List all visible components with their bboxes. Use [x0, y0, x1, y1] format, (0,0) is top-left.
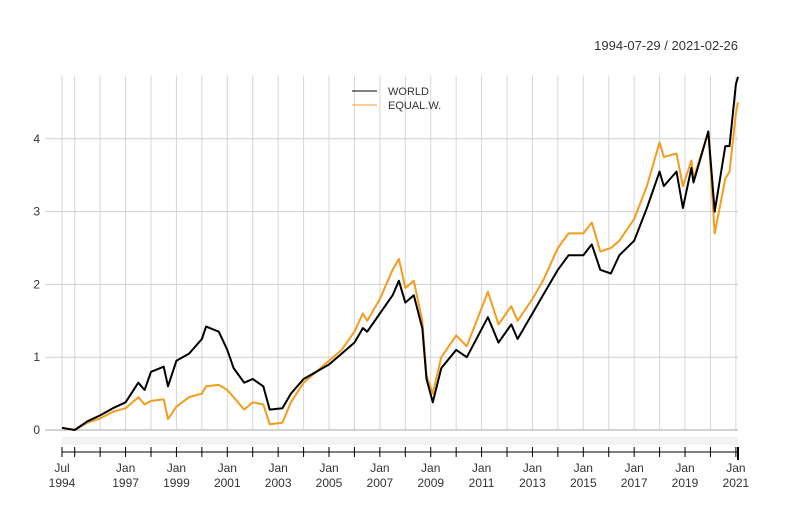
y-tick-label: 0 — [33, 423, 40, 437]
x-tick-label-month: Jan — [116, 461, 135, 475]
x-tick-label-year: 2019 — [672, 476, 699, 490]
x-tick-label-month: Jan — [726, 461, 745, 475]
y-axis: 0 1 2 3 4 — [33, 132, 40, 437]
x-tick-label-month: Jan — [167, 461, 186, 475]
x-tick-label-year: 2009 — [417, 476, 444, 490]
x-tick-label-year: 1994 — [49, 476, 76, 490]
x-tick-label-month: Jan — [523, 461, 542, 475]
y-tick-label: 4 — [33, 132, 40, 146]
x-tick-label-month: Jul — [54, 461, 69, 475]
x-tick-label-month: Jan — [268, 461, 287, 475]
legend: WORLD EQUAL.W. — [352, 86, 441, 112]
x-tick-label-month: Jan — [370, 461, 389, 475]
x-tick-label-month: Jan — [472, 461, 491, 475]
x-tick-label-year: 2005 — [316, 476, 343, 490]
y-tick-label: 2 — [33, 277, 40, 291]
x-tick-label-month: Jan — [574, 461, 593, 475]
legend-label-equalw: EQUAL.W. — [388, 100, 441, 112]
x-tick-label-month: Jan — [624, 461, 643, 475]
x-tick-label-year: 2011 — [469, 476, 495, 490]
date-range-label: 1994-07-29 / 2021-02-26 — [594, 38, 738, 53]
x-tick-label-year: 2001 — [214, 476, 241, 490]
x-tick-label-year: 2013 — [519, 476, 546, 490]
x-tick-label-month: Jan — [319, 461, 338, 475]
series-line-world — [61, 76, 739, 431]
range-strip — [62, 437, 738, 445]
x-tick-label-month: Jan — [421, 461, 440, 475]
x-tick-label-year: 1997 — [112, 476, 139, 490]
y-tick-label: 3 — [33, 205, 40, 219]
x-tick-label-month: Jan — [675, 461, 694, 475]
x-tick-label-year: 2021 — [723, 476, 750, 490]
grid — [45, 75, 738, 445]
x-tick-label-month: Jan — [218, 461, 237, 475]
legend-label-world: WORLD — [388, 86, 429, 98]
x-tick-label-year: 2003 — [265, 476, 292, 490]
series-lines — [61, 76, 739, 431]
x-tick-label-year: 2017 — [621, 476, 648, 490]
x-tick-label-year: 2015 — [570, 476, 597, 490]
series-line-equalw — [61, 102, 739, 431]
y-tick-label: 1 — [33, 350, 40, 364]
x-axis: Jul1994Jan1997Jan1999Jan2001Jan2003Jan20… — [49, 447, 750, 490]
x-tick-label-year: 2007 — [367, 476, 394, 490]
x-tick-label-year: 1999 — [163, 476, 190, 490]
